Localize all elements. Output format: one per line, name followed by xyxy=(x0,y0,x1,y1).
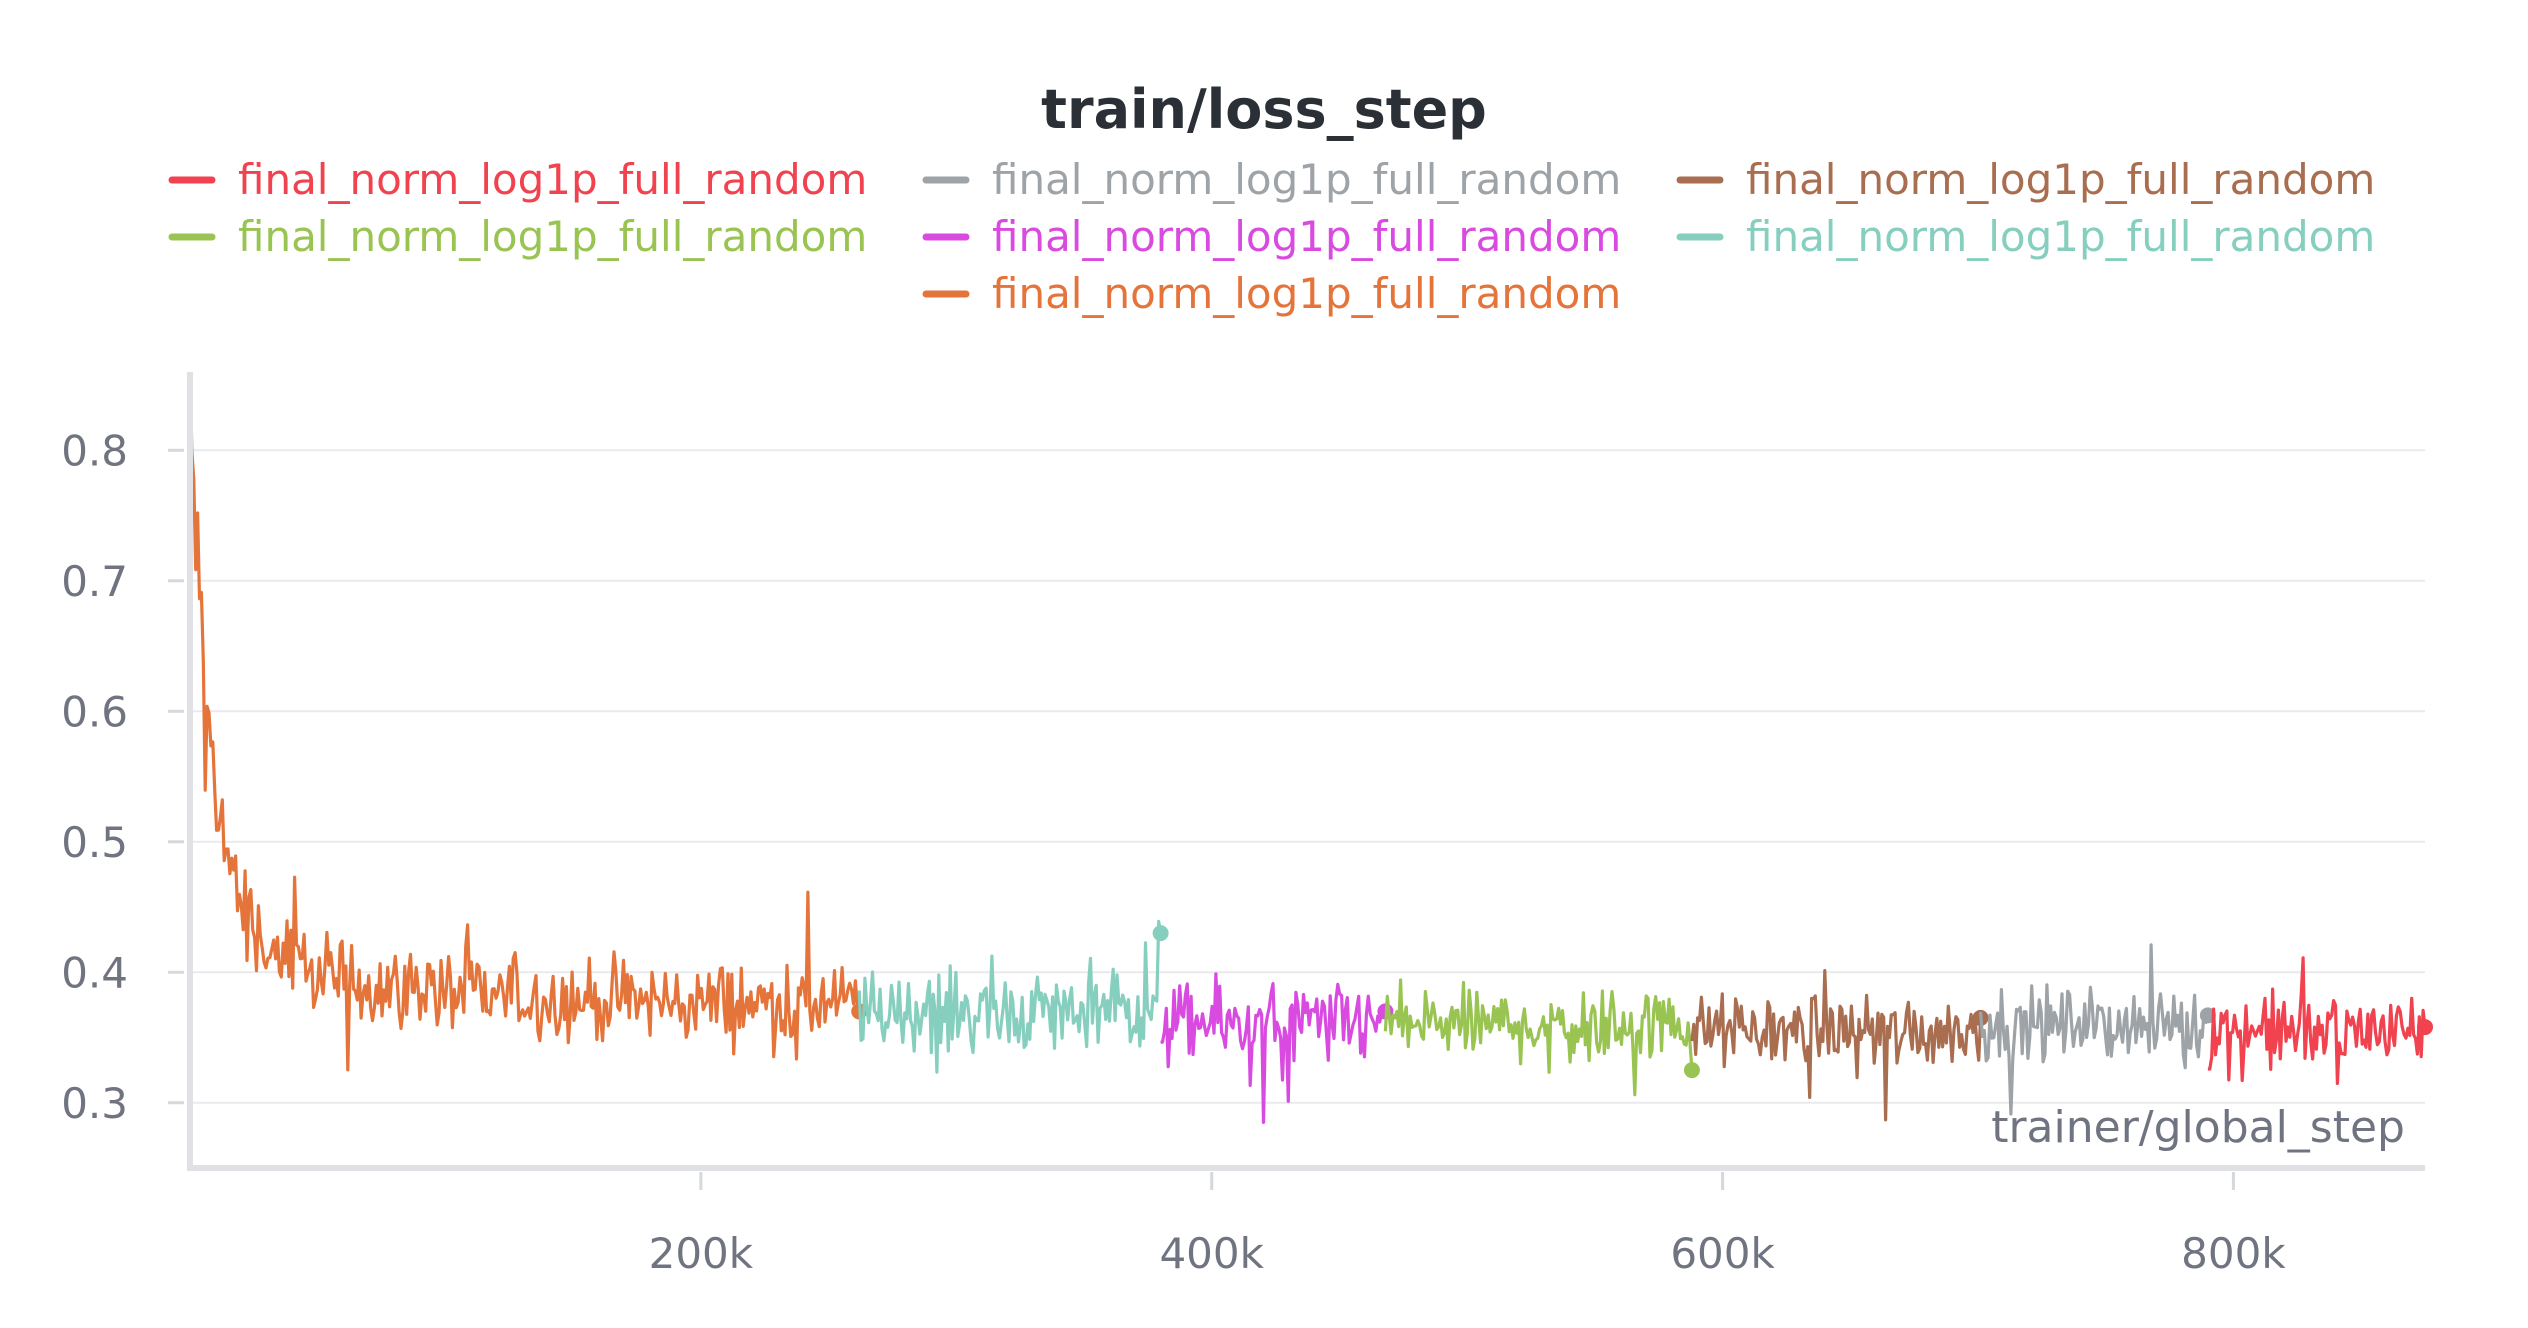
x-tick-label: 600k xyxy=(1670,1229,1775,1278)
y-tick-label: 0.3 xyxy=(61,1079,128,1128)
y-tick-label: 0.6 xyxy=(61,687,128,736)
y-tick-label: 0.5 xyxy=(61,818,128,867)
y-tick-label: 0.8 xyxy=(61,426,128,475)
series-line xyxy=(188,371,861,1072)
legend-item[interactable]: final_norm_log1p_full_random xyxy=(168,155,867,204)
chart-title: train/loss_step xyxy=(1041,78,1487,141)
series-line xyxy=(857,919,1163,1074)
legend-item[interactable]: final_norm_log1p_full_random xyxy=(1676,155,2375,204)
series-end-point[interactable] xyxy=(2417,1019,2433,1036)
legend-label: final_norm_log1p_full_random xyxy=(992,212,1621,261)
series-line xyxy=(2207,956,2427,1085)
legend-label: final_norm_log1p_full_random xyxy=(1746,155,2375,204)
x-axis-title: trainer/global_step xyxy=(1991,1102,2405,1153)
x-tick-label: 200k xyxy=(649,1229,754,1278)
series-lines xyxy=(188,371,2433,1124)
axes xyxy=(187,372,2425,1171)
legend: final_norm_log1p_full_random final_norm_l… xyxy=(168,155,2375,318)
legend-item[interactable]: final_norm_log1p_full_random xyxy=(168,212,867,261)
series-line xyxy=(1979,943,2210,1116)
x-tick-label: 400k xyxy=(1159,1229,1264,1278)
y-tick-label: 0.4 xyxy=(61,948,128,997)
x-tick-label: 800k xyxy=(2181,1229,2286,1278)
legend-label: final_norm_log1p_full_random xyxy=(1746,212,2375,261)
legend-item[interactable]: final_norm_log1p_full_random xyxy=(922,155,1621,204)
series-line xyxy=(1690,969,1983,1122)
series-line xyxy=(1160,972,1387,1124)
legend-item[interactable]: final_norm_log1p_full_random xyxy=(1676,212,2375,261)
series-line xyxy=(1383,978,1694,1097)
grid-lines xyxy=(168,448,2425,1190)
series-end-point[interactable] xyxy=(1683,1062,1700,1079)
legend-label: final_norm_log1p_full_random xyxy=(238,155,867,204)
legend-label: final_norm_log1p_full_random xyxy=(992,155,1621,204)
legend-item[interactable]: final_norm_log1p_full_random xyxy=(922,212,1621,261)
legend-label: final_norm_log1p_full_random xyxy=(238,212,867,261)
legend-item[interactable]: final_norm_log1p_full_random xyxy=(922,269,1621,318)
series-end-point[interactable] xyxy=(1152,925,1169,942)
tick-labels: 0.3 0.4 0.5 0.6 0.7 0.8 200k 400k 600k 800k xyxy=(61,426,2286,1278)
y-tick-label: 0.7 xyxy=(61,557,128,606)
legend-label: final_norm_log1p_full_random xyxy=(992,269,1621,318)
